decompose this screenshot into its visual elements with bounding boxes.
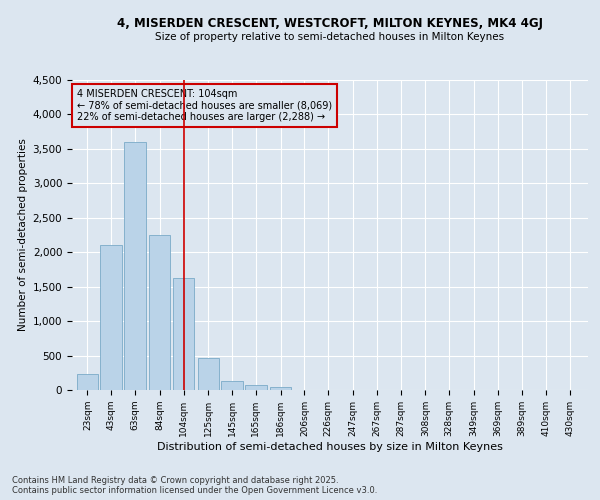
Bar <box>124 142 146 390</box>
Text: 4 MISERDEN CRESCENT: 104sqm
← 78% of semi-detached houses are smaller (8,069)
22: 4 MISERDEN CRESCENT: 104sqm ← 78% of sem… <box>77 90 332 122</box>
Bar <box>100 246 122 390</box>
Bar <box>221 381 243 390</box>
Text: 4, MISERDEN CRESCENT, WESTCROFT, MILTON KEYNES, MK4 4GJ: 4, MISERDEN CRESCENT, WESTCROFT, MILTON … <box>117 18 543 30</box>
X-axis label: Distribution of semi-detached houses by size in Milton Keynes: Distribution of semi-detached houses by … <box>157 442 503 452</box>
Bar <box>173 278 194 390</box>
Bar <box>245 385 266 390</box>
Y-axis label: Number of semi-detached properties: Number of semi-detached properties <box>19 138 28 332</box>
Bar <box>270 386 292 390</box>
Text: Contains HM Land Registry data © Crown copyright and database right 2025.
Contai: Contains HM Land Registry data © Crown c… <box>12 476 377 495</box>
Bar <box>77 374 98 390</box>
Bar <box>149 235 170 390</box>
Text: Size of property relative to semi-detached houses in Milton Keynes: Size of property relative to semi-detach… <box>155 32 505 42</box>
Bar <box>198 358 219 390</box>
